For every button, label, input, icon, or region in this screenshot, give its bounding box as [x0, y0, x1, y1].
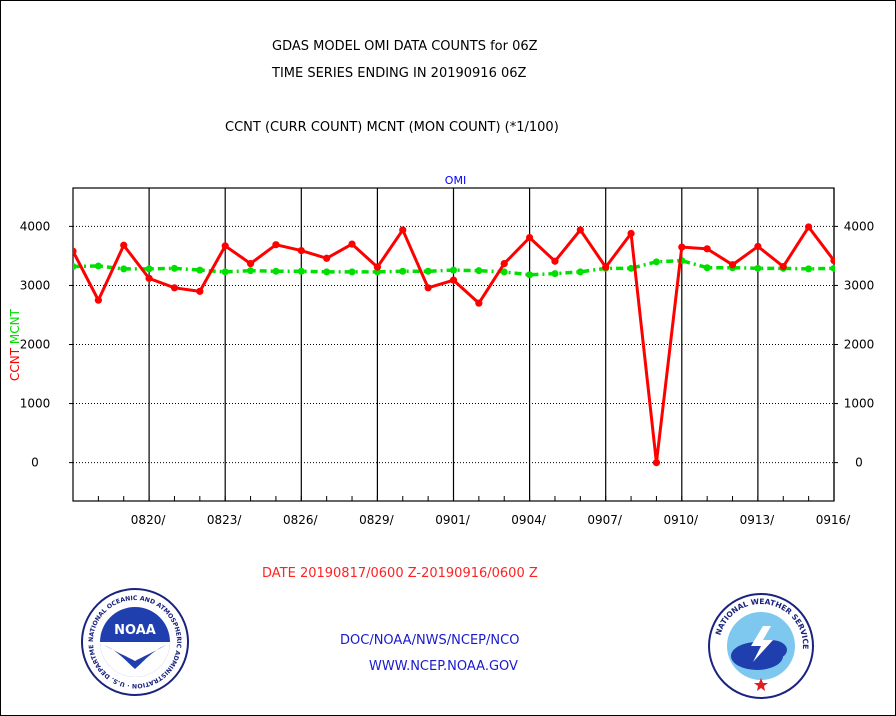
- ccnt-point: [728, 261, 737, 269]
- mcnt-point: [652, 258, 660, 266]
- mcnt-point: [399, 267, 407, 275]
- nws-logo: NATIONAL WEATHER SERVICE: [708, 593, 814, 699]
- y-tick-label-left: 2000: [20, 338, 51, 352]
- mcnt-point: [247, 267, 255, 275]
- y-axis-label: CCNT MCNT: [8, 308, 22, 381]
- y-tick-label-left: 1000: [20, 397, 51, 411]
- y-tick-label-right: 3000: [844, 278, 875, 292]
- mcnt-point: [196, 266, 204, 274]
- x-tick-label: 0907/: [587, 513, 623, 527]
- mcnt-point: [526, 271, 534, 279]
- mcnt-point: [754, 264, 762, 272]
- y-tick-label-right: 4000: [844, 219, 875, 233]
- mcnt-point: [424, 267, 432, 275]
- x-tick-label: 0916/: [816, 513, 852, 527]
- ccnt-point: [399, 226, 407, 234]
- mcnt-point: [450, 266, 457, 274]
- ccnt-point: [652, 459, 661, 467]
- mcnt-point: [576, 268, 584, 276]
- chart-title-line3: CCNT (CURR COUNT) MCNT (MON COUNT) (*1/1…: [225, 120, 559, 135]
- x-tick-label: 0820/: [131, 513, 167, 527]
- x-tick-label: 0829/: [359, 513, 395, 527]
- mcnt-point: [272, 267, 280, 275]
- mcnt-point: [475, 267, 483, 275]
- ccnt-point: [348, 240, 356, 248]
- ccnt-point: [805, 223, 813, 231]
- website-text: WWW.NCEP.NOAA.GOV: [369, 659, 518, 674]
- y-label-mcnt: MCNT: [8, 308, 22, 344]
- chart-plot-title: OMI: [445, 174, 466, 187]
- ccnt-point: [754, 242, 762, 251]
- ccnt-point: [272, 241, 280, 249]
- ccnt-point: [221, 242, 229, 250]
- mcnt-point: [297, 267, 305, 275]
- mcnt-point: [627, 264, 635, 272]
- mcnt-point: [323, 268, 331, 276]
- ccnt-point: [576, 226, 584, 234]
- x-tick-label: 0826/: [283, 513, 319, 527]
- x-tick-label: 0901/: [435, 513, 471, 527]
- ccnt-point: [73, 247, 77, 255]
- ccnt-point: [779, 262, 787, 271]
- mcnt-point: [805, 265, 813, 273]
- ccnt-point: [424, 284, 432, 292]
- noaa-logo: NOAA NATIONAL OCEANIC AND ATMOSPHERIC AD…: [80, 587, 189, 696]
- ccnt-point: [196, 287, 204, 295]
- mcnt-point: [221, 268, 229, 276]
- ccnt-point: [500, 259, 508, 268]
- chart-title-line1: GDAS MODEL OMI DATA COUNTS for 06Z: [272, 39, 538, 54]
- mcnt-point: [73, 263, 77, 271]
- ccnt-point: [551, 257, 559, 265]
- ccnt-point: [678, 243, 686, 251]
- y-label-ccnt: CCNT: [8, 344, 22, 381]
- y-tick-label-right: 2000: [844, 338, 875, 352]
- mcnt-point: [170, 264, 178, 272]
- plot-border: [72, 187, 835, 502]
- ccnt-point: [170, 284, 179, 292]
- mcnt-point: [94, 262, 102, 270]
- mcnt-point: [551, 270, 559, 278]
- y-tick-label-left: 3000: [20, 278, 51, 292]
- ccnt-point: [246, 259, 255, 268]
- ccnt-point: [373, 263, 381, 271]
- y-tick-label-right: 1000: [844, 397, 875, 411]
- ccnt-point: [449, 276, 458, 284]
- mcnt-point: [830, 264, 835, 272]
- date-range: DATE 20190817/0600 Z-20190916/0600 Z: [262, 566, 538, 581]
- ccnt-point: [120, 241, 128, 249]
- mcnt-point: [120, 265, 128, 273]
- ccnt-point: [145, 274, 153, 282]
- chart-title-line2: TIME SERIES ENDING IN 20190916 06Z: [272, 66, 527, 81]
- mcnt-point: [348, 268, 356, 276]
- x-tick-label: 0904/: [511, 513, 547, 527]
- x-tick-label: 0913/: [740, 513, 776, 527]
- mcnt-point: [500, 268, 508, 276]
- ccnt-point: [323, 254, 331, 262]
- ccnt-point: [627, 229, 635, 238]
- ccnt-point: [94, 296, 102, 304]
- mcnt-point: [703, 264, 711, 272]
- y-tick-label-left: 0: [31, 456, 39, 470]
- ccnt-point: [703, 245, 711, 253]
- y-tick-label-right: 0: [855, 456, 863, 470]
- ccnt-point: [297, 247, 305, 255]
- y-tick-label-left: 4000: [20, 219, 51, 233]
- x-tick-label: 0823/: [207, 513, 243, 527]
- mcnt-point: [145, 265, 153, 273]
- ccnt-point: [526, 234, 534, 242]
- x-tick-label: 0910/: [664, 513, 700, 527]
- ccnt-point: [602, 263, 610, 271]
- ccnt-point: [830, 257, 835, 265]
- ccnt-point: [475, 299, 483, 307]
- org-text: DOC/NOAA/NWS/NCEP/NCO: [340, 633, 520, 648]
- noaa-center-text: NOAA: [114, 623, 156, 638]
